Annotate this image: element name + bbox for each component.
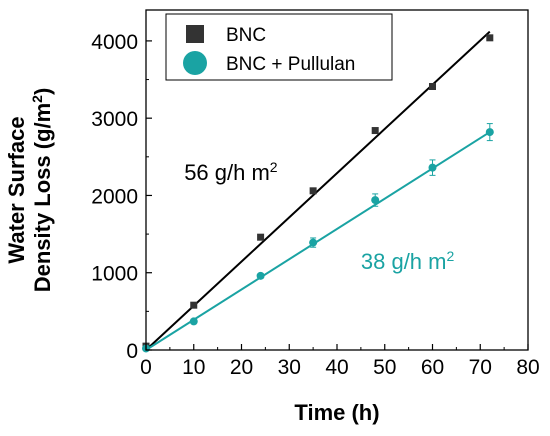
slope-annotation-superscript: 2 bbox=[446, 248, 454, 264]
legend: BNC BNC + Pullulan bbox=[165, 13, 393, 81]
y-tick-label: 0 bbox=[126, 340, 138, 363]
y-axis-title-line1: Water Surface bbox=[4, 116, 29, 263]
legend-marker-square bbox=[186, 25, 204, 43]
legend-marker-circle bbox=[183, 51, 207, 75]
x-tick-label: 50 bbox=[373, 356, 396, 379]
y-tick-label: 1000 bbox=[91, 263, 138, 286]
data-point bbox=[256, 271, 265, 280]
x-tick-label: 0 bbox=[140, 356, 152, 379]
data-point bbox=[485, 128, 494, 137]
slope-annotation-superscript: 2 bbox=[270, 159, 278, 175]
x-tick-label: 80 bbox=[516, 356, 539, 379]
data-point bbox=[371, 127, 379, 135]
x-axis-title: Time (h) bbox=[294, 400, 379, 425]
slope-annotation: 56 g/h m2 bbox=[184, 159, 278, 185]
data-point bbox=[486, 34, 494, 42]
data-point bbox=[429, 83, 436, 90]
y-axis-title-superscript: 2 bbox=[29, 95, 45, 103]
y-axis-title: Water Surface Density Loss (g/m2) bbox=[4, 88, 55, 293]
data-point bbox=[257, 233, 265, 241]
x-tick-label: 30 bbox=[278, 356, 301, 379]
data-point bbox=[309, 187, 317, 195]
axes: 0 10 20 30 40 50 60 70 80 0 1000 2000 3000 4000 bbox=[91, 9, 540, 379]
data-point bbox=[428, 163, 437, 172]
y-tick-label: 2000 bbox=[91, 185, 138, 208]
x-tick-label: 10 bbox=[182, 356, 205, 379]
series-1 bbox=[142, 123, 494, 353]
data-point bbox=[309, 238, 318, 247]
data-point bbox=[371, 196, 380, 205]
slope-annotation: 38 g/h m2 bbox=[361, 248, 455, 274]
x-tick-label: 60 bbox=[421, 356, 444, 379]
data-point bbox=[189, 317, 198, 326]
data-point bbox=[190, 301, 198, 309]
legend-label: BNC bbox=[226, 25, 266, 46]
legend-label: BNC + Pullulan bbox=[226, 54, 355, 75]
x-tick-label: 20 bbox=[230, 356, 253, 379]
x-tick-label: 40 bbox=[325, 356, 348, 379]
labels: Time (h) Water Surface Density Loss (g/m2)… bbox=[4, 88, 454, 425]
y-axis-title-line2: Density Loss (g/m2) bbox=[29, 88, 55, 293]
y-tick-label: 3000 bbox=[91, 108, 138, 131]
plot-area bbox=[142, 30, 494, 353]
x-tick-label: 70 bbox=[469, 356, 492, 379]
y-tick-label: 4000 bbox=[91, 31, 138, 54]
y-axis-title-close: ) bbox=[30, 88, 55, 95]
